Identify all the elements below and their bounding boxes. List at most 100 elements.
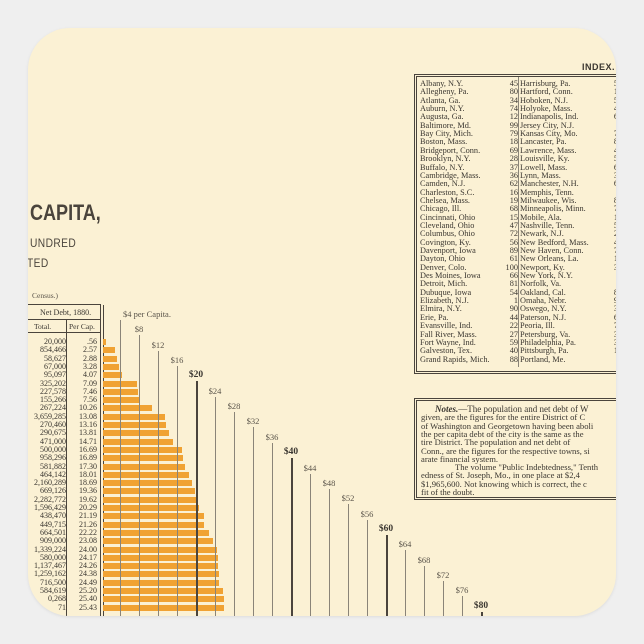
index-city: New Orleans, La. bbox=[520, 254, 579, 264]
scale-tick-line bbox=[405, 550, 406, 616]
per-cap-cell: 20.29 bbox=[79, 503, 97, 512]
index-number: 36 bbox=[509, 170, 518, 180]
bar bbox=[103, 422, 166, 428]
index-city: Philadelphia, Pa. bbox=[520, 337, 576, 347]
index-number: 68 bbox=[509, 204, 518, 214]
index-number: 54 bbox=[509, 287, 518, 297]
total-cell: 1,596,429 bbox=[34, 503, 66, 512]
per-cap-cell: 18.69 bbox=[79, 478, 97, 488]
index-number: 16 bbox=[509, 187, 518, 197]
index-number: 6 bbox=[613, 312, 616, 322]
scale-tick-line bbox=[234, 412, 235, 616]
notes-heading: Notes. bbox=[435, 404, 459, 414]
scale-tick-line bbox=[424, 565, 425, 616]
index-city: Des Moines, Iowa bbox=[420, 272, 481, 281]
per-cap-cell: 14.71 bbox=[79, 436, 97, 446]
total-cell: 1,259,162 bbox=[34, 569, 66, 579]
per-cap-cell: 16.89 bbox=[79, 453, 97, 463]
scale-tick-line bbox=[272, 442, 273, 616]
index-city: Boston, Mass. bbox=[420, 138, 468, 147]
index-city: Elizabeth, N.J. bbox=[420, 297, 469, 306]
index-city: Omaha, Nebr. bbox=[520, 296, 567, 306]
index-city: Lawrence, Mass. bbox=[520, 145, 577, 155]
per-cap-cell: 25.40 bbox=[79, 594, 97, 604]
index-city: Atlanta, Ga. bbox=[420, 96, 461, 105]
scale-tick-label: $44 bbox=[303, 462, 317, 473]
index-city: Fort Wayne, Ind. bbox=[420, 338, 476, 347]
sticker: CAPITA, UNDRED TED Census.) Net Debt, 18… bbox=[28, 28, 616, 616]
scale-tick-label: $12 bbox=[151, 339, 165, 350]
index-column-divider bbox=[518, 77, 519, 367]
index-number: 19 bbox=[509, 195, 518, 205]
index-city: New Haven, Conn. bbox=[520, 246, 584, 255]
index-city: Hartford, Conn. bbox=[520, 87, 573, 97]
scale-tick-label: $24 bbox=[208, 385, 222, 396]
column-divider bbox=[66, 319, 67, 616]
total-cell: 581,882 bbox=[40, 461, 66, 471]
index-city: Cambridge, Mass. bbox=[420, 171, 481, 180]
scale-tick-line bbox=[215, 396, 216, 616]
total-cell: 449,715 bbox=[40, 519, 66, 529]
bar bbox=[103, 563, 219, 570]
total-cell: 325,202 bbox=[40, 378, 66, 388]
notes-line: —The population and net debt of W bbox=[458, 404, 589, 414]
index-city: Oakland, Cal. bbox=[520, 287, 566, 297]
index-number: 79 bbox=[509, 129, 518, 139]
index-number: 1 bbox=[613, 87, 616, 97]
per-cap-cell: 21.26 bbox=[79, 519, 97, 529]
bar bbox=[103, 471, 189, 478]
per-cap-cell: 24.26 bbox=[79, 561, 97, 571]
scale-tick-label: $16 bbox=[170, 355, 184, 366]
index-number: 100 bbox=[505, 262, 518, 272]
bar bbox=[103, 363, 119, 370]
index-number: 22 bbox=[509, 321, 518, 331]
index-number: 15 bbox=[509, 212, 518, 222]
index-city: Auburn, N.Y. bbox=[420, 105, 465, 114]
total-cell: 716,500 bbox=[40, 577, 66, 587]
index-number: 8 bbox=[613, 195, 616, 205]
index-city: Chicago, Ill. bbox=[420, 205, 462, 214]
per-cap-cell: 24.17 bbox=[79, 552, 97, 562]
index-city: Columbus, Ohio bbox=[420, 230, 475, 239]
index-city: Covington, Ky. bbox=[420, 238, 471, 247]
bar bbox=[103, 372, 123, 379]
index-city: Norfolk, Va. bbox=[520, 279, 562, 289]
bar bbox=[103, 339, 106, 345]
index-city: Denver, Colo. bbox=[420, 263, 467, 272]
index-number: 89 bbox=[509, 246, 518, 255]
notes-line: The volume "Public Indebtedness," Tenth bbox=[455, 462, 599, 473]
bar bbox=[103, 347, 116, 354]
scale-tick-label: $36 bbox=[265, 431, 279, 442]
bar bbox=[103, 480, 192, 487]
index-number: 6 bbox=[613, 162, 616, 172]
total-cell: 227,578 bbox=[40, 386, 66, 396]
total-cell: 270,460 bbox=[40, 420, 66, 429]
notes-first-line: Notes.—The population and net debt of W bbox=[435, 404, 589, 414]
index-city: Newport, Ky. bbox=[520, 262, 565, 272]
per-cap-cell: 7.46 bbox=[83, 386, 97, 396]
index-number: 34 bbox=[509, 95, 518, 105]
notes-line: the per capita debt of the city is the s… bbox=[421, 428, 584, 439]
total-cell: 584,619 bbox=[40, 586, 66, 595]
index-number: 3 bbox=[613, 304, 616, 314]
scale-tick-label: $76 bbox=[455, 585, 469, 596]
notes-line: Conn., are the figures for the respectiv… bbox=[421, 445, 590, 456]
per-cap-cell: 17.30 bbox=[79, 461, 97, 471]
total-cell: 20,000 bbox=[44, 337, 66, 346]
index-number: 1 bbox=[613, 212, 616, 222]
index-city: Fall River, Mass. bbox=[420, 330, 477, 339]
index-city: Mobile, Ala. bbox=[520, 212, 562, 222]
index-number: 62 bbox=[509, 179, 518, 189]
total-cell: 58,627 bbox=[44, 353, 66, 363]
index-city: Grand Rapids, Mich. bbox=[420, 355, 490, 364]
index-city: Buffalo, N.Y. bbox=[420, 163, 465, 172]
per-cap-cell: 25.20 bbox=[79, 586, 97, 595]
index-number: 90 bbox=[509, 304, 518, 314]
map-sheet: CAPITA, UNDRED TED Census.) Net Debt, 18… bbox=[28, 28, 616, 616]
index-city: Milwaukee, Wis. bbox=[520, 195, 577, 205]
per-cap-cell: 2.88 bbox=[83, 353, 97, 363]
per-cap-cell: 18.01 bbox=[79, 469, 97, 479]
index-city: Manchester, N.H. bbox=[520, 179, 579, 189]
scale-tick-label: $48 bbox=[322, 477, 336, 488]
per-cap-cell: 13.81 bbox=[79, 428, 97, 438]
